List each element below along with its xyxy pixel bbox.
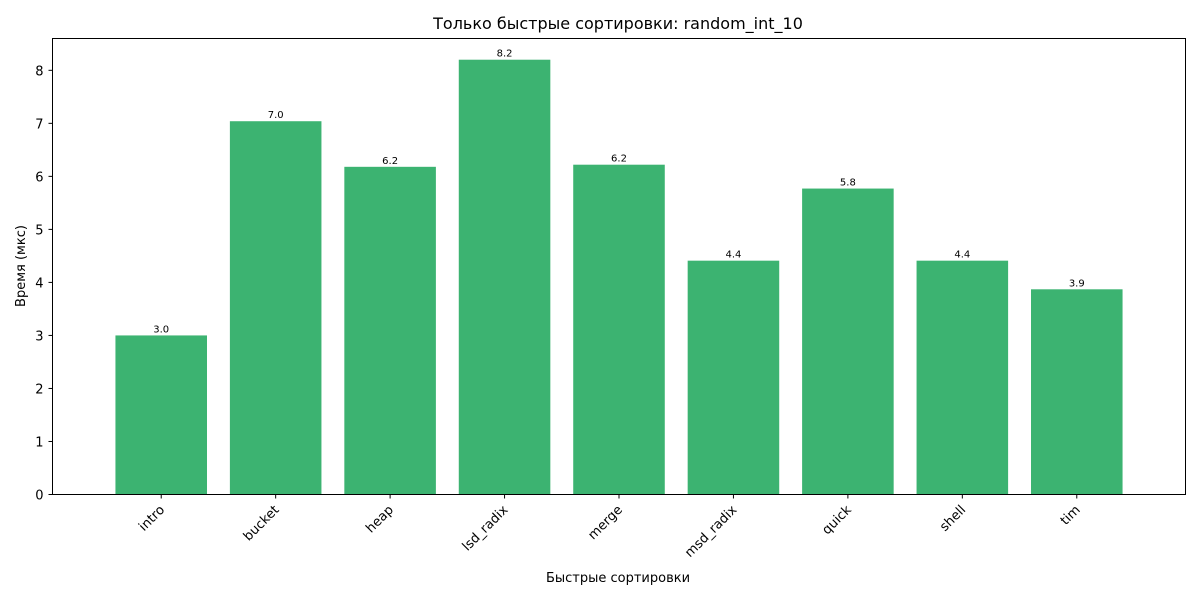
x-tick-label-merge: merge <box>586 503 626 543</box>
bars-group <box>115 59 1123 495</box>
data-label-tim: 3.9 <box>1069 278 1085 289</box>
bar-heap <box>344 166 436 495</box>
y-tick-label-8: 8 <box>35 64 43 79</box>
data-label-bucket: 7.0 <box>268 110 284 121</box>
data-label-heap: 6.2 <box>382 156 398 167</box>
chart-title: Только быстрые сортировки: random_int_10 <box>432 14 803 34</box>
y-tick-label-1: 1 <box>35 435 43 450</box>
bar-merge <box>573 164 665 495</box>
data-labels-group: 3.0 7.0 6.2 8.2 6.2 4.4 5.8 4.4 3.9 <box>153 49 1084 336</box>
y-tick-label-7: 7 <box>35 117 43 132</box>
plot-frame <box>52 38 1186 495</box>
x-axis-label: Быстрые сортировки <box>546 571 690 586</box>
x-tick-label-heap: heap <box>363 503 397 537</box>
y-axis-ticks: 0 1 2 3 4 5 6 7 8 <box>35 64 53 504</box>
bar-shell <box>916 260 1009 495</box>
bar-intro <box>115 335 207 495</box>
x-tick-label-bucket: bucket <box>241 503 283 545</box>
y-tick-label-5: 5 <box>35 223 43 238</box>
data-label-quick: 5.8 <box>840 178 856 189</box>
data-label-msd_radix: 4.4 <box>725 250 741 261</box>
data-label-shell: 4.4 <box>954 250 970 261</box>
bar-lsd_radix <box>458 59 551 495</box>
x-tick-label-msd_radix: msd_radix <box>682 503 740 561</box>
bar-quick <box>802 188 894 495</box>
bar-bucket <box>229 121 322 495</box>
x-tick-label-tim: tim <box>1058 503 1084 529</box>
y-tick-label-2: 2 <box>35 382 43 397</box>
y-tick-label-4: 4 <box>35 276 43 291</box>
y-axis-label: Время (мкс) <box>14 225 29 307</box>
data-label-lsd_radix: 8.2 <box>497 49 513 60</box>
bar-msd_radix <box>687 260 780 495</box>
y-tick-label-6: 6 <box>35 170 43 185</box>
data-label-intro: 3.0 <box>153 324 169 335</box>
data-label-merge: 6.2 <box>611 154 627 165</box>
bar-tim <box>1031 289 1123 495</box>
x-axis-ticks: intro bucket heap lsd_radix merge msd_radix qu… <box>136 494 1084 561</box>
x-tick-label-shell: shell <box>937 503 969 535</box>
y-tick-label-0: 0 <box>35 489 43 504</box>
x-tick-label-quick: quick <box>820 502 856 538</box>
x-tick-label-lsd_radix: lsd_radix <box>460 503 512 555</box>
x-tick-label-intro: intro <box>136 503 168 535</box>
y-tick-label-3: 3 <box>35 329 43 344</box>
